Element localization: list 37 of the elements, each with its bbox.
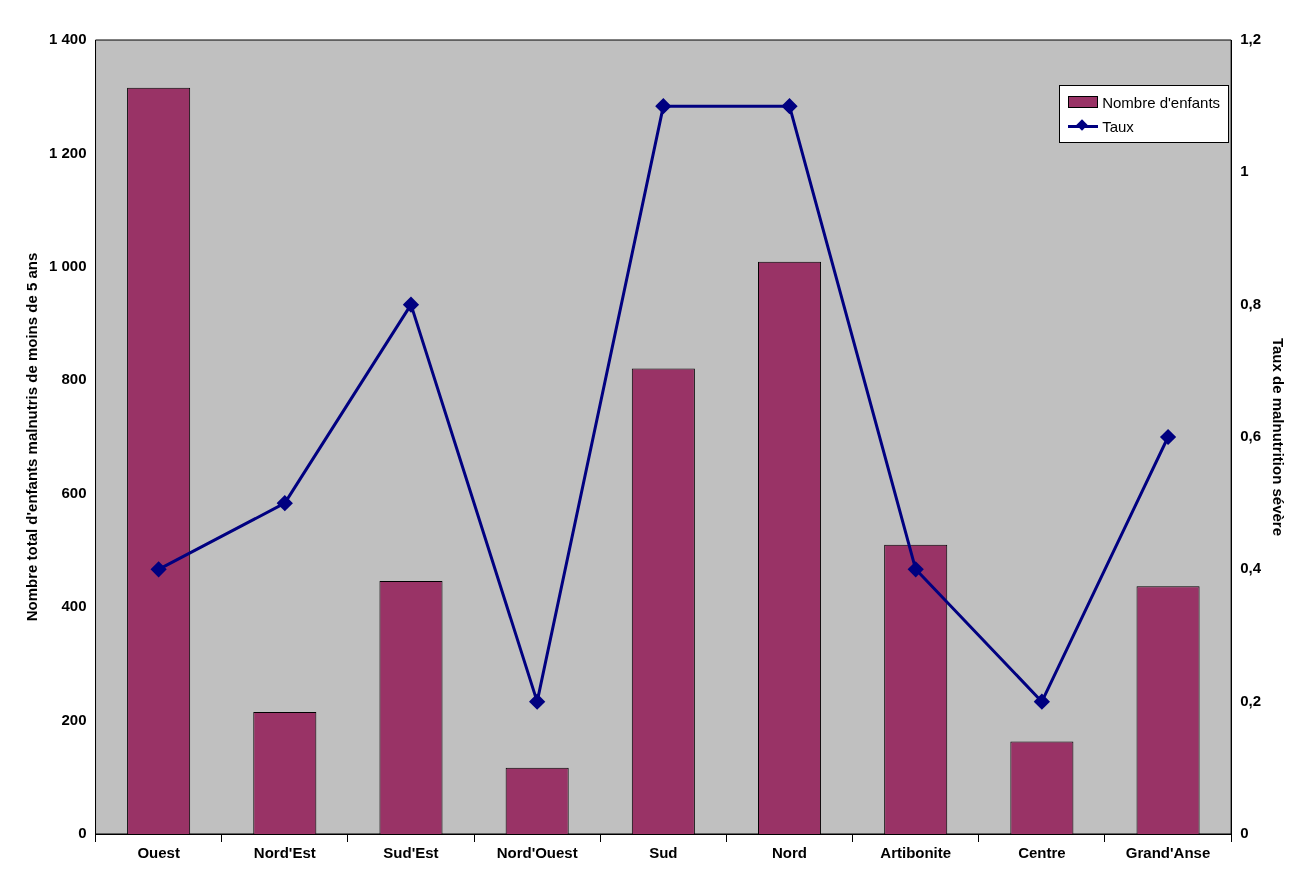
point — [529, 694, 545, 710]
legend-label: Nombre d'enfants — [1102, 93, 1221, 111]
y-tick-label: 200 — [61, 710, 87, 728]
point — [277, 495, 293, 511]
x-tick-label: Nord'Est — [253, 844, 316, 862]
point — [1160, 429, 1176, 445]
x-tick-label: Nord'Ouest — [496, 844, 578, 862]
legend-label: Taux — [1102, 117, 1134, 135]
point — [908, 561, 924, 577]
y2-tick-label: 0,2 — [1240, 691, 1262, 709]
point — [403, 297, 419, 313]
x-tick-label: Ouest — [137, 844, 180, 862]
y-axis-title: Nombre total d'enfants malnutris de moins de 5 ans — [23, 252, 41, 622]
y2-tick-label: 0,4 — [1240, 559, 1262, 577]
y2-axis-title: Taux de malnutrition sévère — [1269, 337, 1287, 537]
x-tick-label: Artibonite — [880, 844, 952, 862]
y-tick-label: 400 — [61, 597, 87, 615]
y-tick-label: 1 000 — [48, 257, 87, 274]
x-tick-label: Centre — [1018, 844, 1066, 862]
y-tick-label: 0 — [78, 824, 87, 842]
x-tick-label: Grand'Anse — [1125, 844, 1211, 862]
y-tick-label: 1 200 — [48, 143, 87, 161]
point — [1034, 694, 1050, 710]
y-tick-label: 800 — [61, 370, 87, 388]
x-tick-label: Nord — [772, 844, 808, 862]
point — [151, 561, 167, 577]
y2-tick-label: 0,8 — [1240, 294, 1262, 312]
y2-tick-label: 1,2 — [1240, 30, 1262, 48]
y-tick-label: 600 — [61, 483, 87, 501]
y2-tick-label: 0 — [1240, 824, 1249, 842]
point — [655, 98, 671, 114]
y2-tick-label: 0,6 — [1240, 427, 1262, 445]
point — [782, 98, 798, 114]
x-tick-label: Sud'Est — [383, 844, 439, 862]
y2-tick-label: 1 — [1240, 162, 1249, 180]
y-tick-label: 1 400 — [48, 30, 87, 48]
x-tick-label: Sud — [649, 844, 678, 862]
